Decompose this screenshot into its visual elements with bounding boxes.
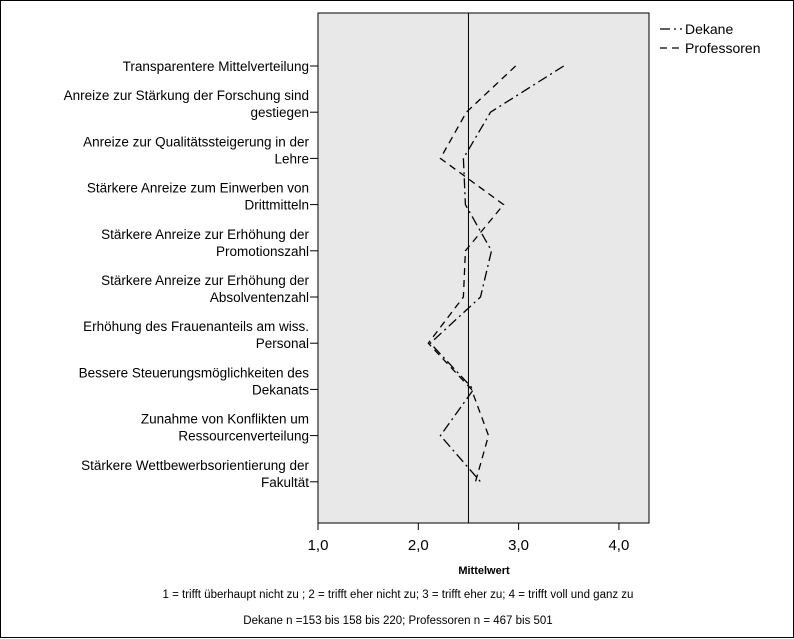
- category-label: Transparentere Mittelverteilung: [123, 59, 309, 74]
- category-label: Erhöhung des Frauenanteils am wiss.: [83, 319, 309, 334]
- x-tick-label: 3,0: [508, 537, 529, 554]
- category-label: Personal: [256, 336, 309, 351]
- category-label: Fakultät: [261, 475, 309, 490]
- category-label: Stärkere Anreize zur Erhöhung der: [101, 227, 309, 242]
- category-label: Zunahme von Konflikten um: [141, 412, 309, 427]
- x-tick-label: 1,0: [308, 537, 329, 554]
- sample-note: Dekane n =153 bis 158 bis 220; Professor…: [243, 615, 553, 627]
- series-layer: [427, 65, 565, 483]
- series-line-0: [429, 65, 565, 483]
- category-label: Bessere Steuerungsmöglichkeiten des: [79, 365, 310, 380]
- category-label: Lehre: [274, 151, 309, 166]
- x-axis: 1,0 2,0 3,0 4,0: [308, 523, 629, 554]
- x-axis-label: Mittelwert: [458, 565, 510, 577]
- category-label: Stärkere Anreize zum Einwerben von: [87, 181, 309, 196]
- legend-label: Professoren: [685, 40, 760, 56]
- plot-area: [317, 12, 650, 524]
- x-tick-label: 2,0: [408, 537, 429, 554]
- category-label: gestiegen: [250, 105, 309, 120]
- category-label: Anreize zur Qualitätssteigerung in der: [83, 134, 309, 149]
- category-label: Stärkere Anreize zur Erhöhung der: [101, 273, 309, 288]
- x-tick-label: 4,0: [608, 537, 629, 554]
- category-label: Ressourcenverteilung: [178, 429, 309, 444]
- category-label: Promotionszahl: [216, 244, 309, 259]
- category-label: Anreize zur Stärkung der Forschung sind: [64, 88, 309, 103]
- legend-label: Dekane: [685, 21, 733, 37]
- series-line-1: [427, 65, 517, 482]
- legend: Dekane Professoren: [660, 21, 760, 56]
- scale-note: 1 = trifft überhaupt nicht zu ; 2 = trif…: [162, 589, 634, 601]
- category-label: Stärkere Wettbewerbsorientierung der: [81, 458, 309, 473]
- category-label: Dekanats: [252, 382, 309, 397]
- category-label: Drittmitteln: [244, 198, 309, 213]
- category-axis: Transparentere Mittelverteilung Anreize z…: [64, 59, 318, 490]
- category-label: Absolventenzahl: [210, 290, 309, 305]
